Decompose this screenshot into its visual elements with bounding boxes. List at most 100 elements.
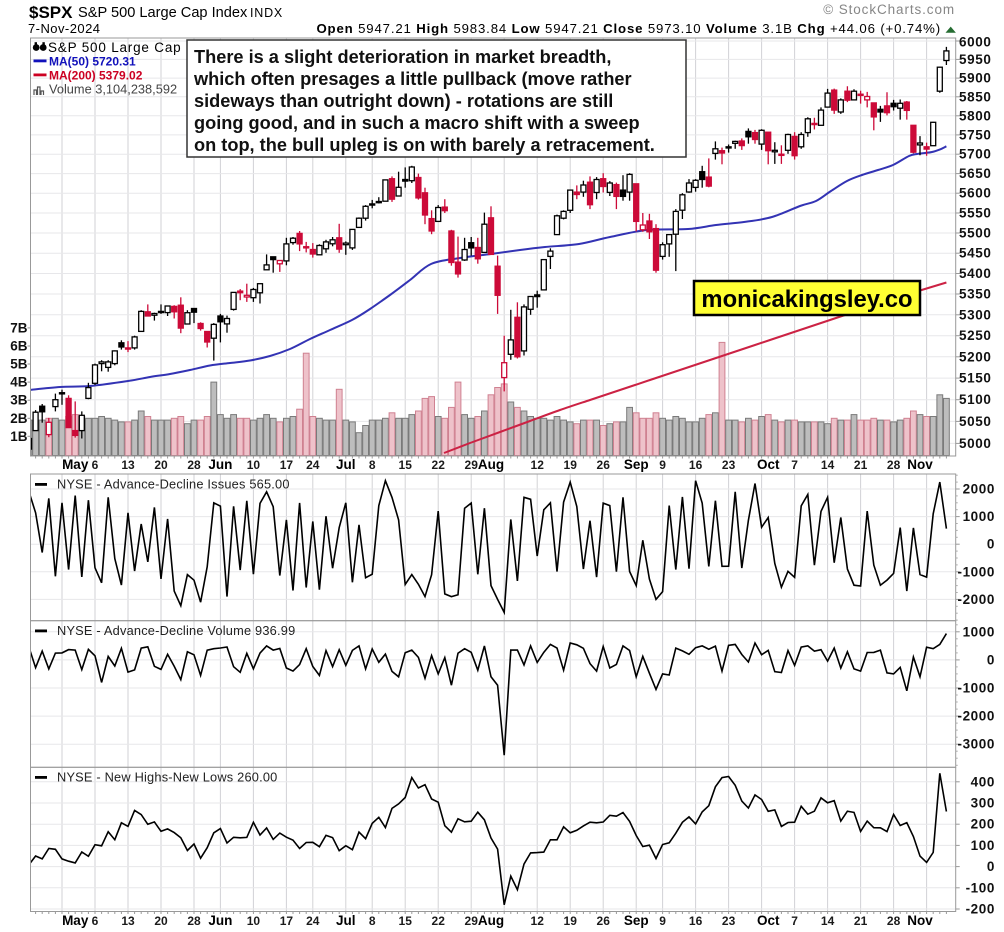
svg-text:300: 300 xyxy=(971,796,995,811)
svg-text:7-Nov-2024: 7-Nov-2024 xyxy=(28,21,100,36)
svg-text:1000: 1000 xyxy=(963,624,995,639)
svg-text:16: 16 xyxy=(689,458,703,472)
svg-text:6000: 6000 xyxy=(959,35,991,50)
svg-text:2000: 2000 xyxy=(963,482,995,497)
svg-text:Aug: Aug xyxy=(478,913,504,928)
svg-text:9: 9 xyxy=(659,914,666,928)
svg-text:12: 12 xyxy=(531,914,545,928)
svg-text:-2000: -2000 xyxy=(957,592,995,607)
svg-text:29: 29 xyxy=(465,914,479,928)
svg-text:© StockCharts.com: © StockCharts.com xyxy=(823,2,955,17)
svg-text:22: 22 xyxy=(432,458,446,472)
svg-text:5200: 5200 xyxy=(959,349,991,364)
svg-text:17: 17 xyxy=(280,914,294,928)
svg-text:5450: 5450 xyxy=(959,246,991,261)
svg-text:2B: 2B xyxy=(10,411,28,426)
svg-text:12: 12 xyxy=(531,458,545,472)
svg-text:28: 28 xyxy=(187,914,201,928)
svg-text:5950: 5950 xyxy=(959,52,991,67)
svg-text:Nov: Nov xyxy=(907,457,933,472)
svg-text:5100: 5100 xyxy=(959,392,991,407)
svg-text:9: 9 xyxy=(659,458,666,472)
svg-text:5850: 5850 xyxy=(959,89,991,104)
svg-text:-1000: -1000 xyxy=(957,681,995,696)
svg-text:on top, the bull upleg is on w: on top, the bull upleg is on with barely… xyxy=(194,135,655,155)
svg-text:Jul: Jul xyxy=(336,913,356,928)
svg-text:Oct: Oct xyxy=(757,913,780,928)
svg-text:23: 23 xyxy=(722,458,736,472)
svg-text:19: 19 xyxy=(564,458,578,472)
svg-text:0: 0 xyxy=(987,537,995,552)
svg-text:5600: 5600 xyxy=(959,186,991,201)
svg-text:20: 20 xyxy=(154,914,168,928)
svg-text:$SPX: $SPX xyxy=(29,3,73,22)
svg-text:-100: -100 xyxy=(966,880,995,895)
svg-text:6: 6 xyxy=(92,458,99,472)
svg-text:8: 8 xyxy=(369,914,376,928)
svg-text:-200: -200 xyxy=(966,902,995,917)
svg-text:Volume 3,104,238,592: Volume 3,104,238,592 xyxy=(49,82,177,97)
svg-text:-1000: -1000 xyxy=(957,564,995,579)
svg-text:sideways than outright down) -: sideways than outright down) - rotations… xyxy=(194,91,613,111)
svg-text:5550: 5550 xyxy=(959,206,991,221)
svg-text:Jun: Jun xyxy=(208,457,232,472)
svg-text:21: 21 xyxy=(854,914,868,928)
svg-text:3B: 3B xyxy=(10,393,28,408)
svg-text:Aug: Aug xyxy=(478,457,504,472)
svg-text:15: 15 xyxy=(399,458,413,472)
svg-text:17: 17 xyxy=(280,458,294,472)
svg-text:5500: 5500 xyxy=(959,226,991,241)
svg-text:Sep: Sep xyxy=(624,913,649,928)
svg-text:100: 100 xyxy=(971,838,995,853)
svg-text:5800: 5800 xyxy=(959,108,991,123)
svg-text:-3000: -3000 xyxy=(957,737,995,752)
svg-text:1B: 1B xyxy=(10,429,28,444)
svg-text:10: 10 xyxy=(247,458,261,472)
svg-text:26: 26 xyxy=(597,458,611,472)
svg-text:Jun: Jun xyxy=(208,913,232,928)
svg-text:13: 13 xyxy=(121,458,135,472)
svg-text:monicakingsley.co: monicakingsley.co xyxy=(701,286,912,313)
svg-text:4B: 4B xyxy=(10,375,28,390)
svg-text:8: 8 xyxy=(369,458,376,472)
svg-text:7: 7 xyxy=(791,458,798,472)
svg-text:NYSE - New Highs-New Lows 260.: NYSE - New Highs-New Lows 260.00 xyxy=(57,770,277,785)
svg-text:NYSE - Advance-Decline Issues: NYSE - Advance-Decline Issues 565.00 xyxy=(57,477,290,492)
svg-text:7: 7 xyxy=(791,914,798,928)
svg-text:19: 19 xyxy=(564,914,578,928)
svg-text:6: 6 xyxy=(92,914,99,928)
svg-text:going good, and in such a macr: going good, and in such a macro shift wi… xyxy=(194,113,640,133)
svg-text:5000: 5000 xyxy=(959,436,991,451)
svg-text:May: May xyxy=(62,457,89,472)
svg-text:14: 14 xyxy=(821,458,835,472)
svg-text:NYSE - Advance-Decline Volume: NYSE - Advance-Decline Volume 936.99 xyxy=(57,623,295,638)
svg-text:15: 15 xyxy=(399,914,413,928)
svg-text:20: 20 xyxy=(154,458,168,472)
svg-text:14: 14 xyxy=(821,914,835,928)
svg-text:-2000: -2000 xyxy=(957,709,995,724)
svg-text:13: 13 xyxy=(121,914,135,928)
svg-text:24: 24 xyxy=(306,914,320,928)
svg-text:Jul: Jul xyxy=(336,457,356,472)
svg-text:0: 0 xyxy=(987,859,995,874)
svg-text:6B: 6B xyxy=(10,339,28,354)
svg-text:which often presages a little: which often presages a little pullback (… xyxy=(193,69,632,89)
svg-text:5350: 5350 xyxy=(959,287,991,302)
svg-text:5250: 5250 xyxy=(959,328,991,343)
svg-text:INDX: INDX xyxy=(250,6,283,20)
svg-text:23: 23 xyxy=(722,914,736,928)
svg-text:5750: 5750 xyxy=(959,127,991,142)
svg-text:28: 28 xyxy=(887,458,901,472)
svg-text:29: 29 xyxy=(465,458,479,472)
svg-text:10: 10 xyxy=(247,914,261,928)
svg-text:S&P 500 Large Cap Index: S&P 500 Large Cap Index xyxy=(78,5,248,21)
svg-text:There is a slight deterioratio: There is a slight deterioration in marke… xyxy=(194,47,611,67)
svg-text:5150: 5150 xyxy=(959,371,991,386)
svg-text:May: May xyxy=(62,913,89,928)
svg-text:Nov: Nov xyxy=(907,913,933,928)
svg-text:5050: 5050 xyxy=(959,414,991,429)
svg-text:7B: 7B xyxy=(10,320,28,335)
svg-text:Sep: Sep xyxy=(624,457,649,472)
svg-text:Open 5947.21 High 5983.84 Low: Open 5947.21 High 5983.84 Low 5947.21 Cl… xyxy=(316,21,941,36)
svg-text:5300: 5300 xyxy=(959,307,991,322)
